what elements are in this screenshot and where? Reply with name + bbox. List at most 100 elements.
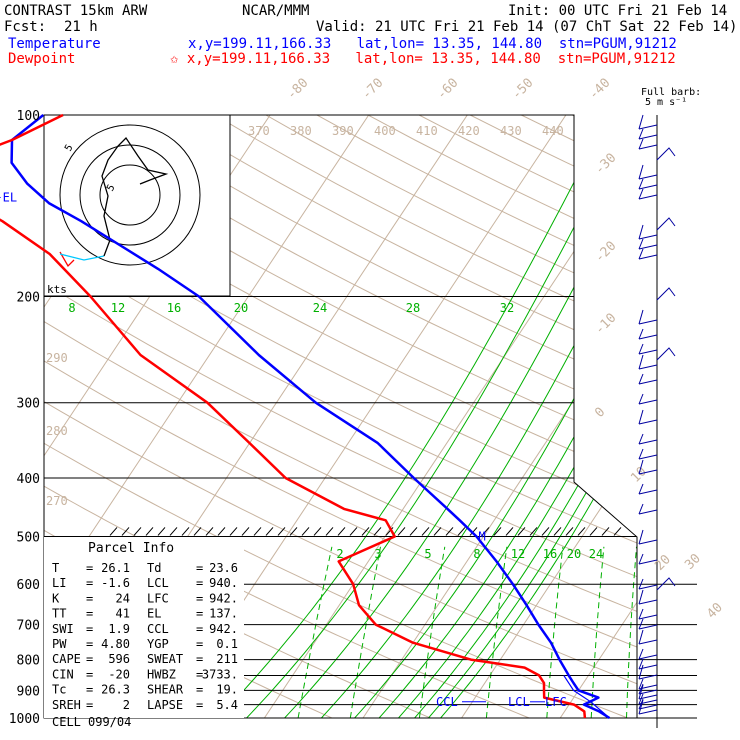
parcel-key: HWBZ [147, 667, 176, 681]
wind-barb [638, 704, 658, 710]
wind-barb [638, 709, 658, 715]
hatch-tick [205, 527, 214, 536]
wind-barb-flag [638, 328, 644, 340]
hatch-tick [265, 527, 274, 536]
hatch-tick [601, 527, 610, 536]
pressure-tick-label: 800 [17, 654, 40, 669]
parcel-value: 19. [216, 683, 238, 697]
lcl-label: LCL [508, 695, 530, 709]
wind-barb-flag [638, 503, 644, 515]
hatch-tick [301, 527, 310, 536]
el-label: EL [3, 190, 17, 204]
hatch-tick [589, 527, 598, 536]
parcel-value: 942. [209, 591, 238, 605]
temperature-tick-label: 10 [628, 464, 650, 486]
pressure-tick-label: 500 [17, 530, 40, 545]
wind-barb [638, 144, 658, 150]
pressure-tick-label: 900 [17, 684, 40, 699]
wind-barb-flag [638, 678, 644, 690]
parcel-eq: = [86, 561, 93, 575]
saturation-line [246, 162, 608, 718]
m-label: M [479, 529, 486, 543]
wind-barb-flag [638, 618, 644, 630]
wind-barb-flag [638, 248, 644, 260]
wind-barb [638, 319, 658, 325]
hatch-tick [397, 527, 406, 536]
isotherm-line [44, 115, 408, 718]
wind-barb [656, 287, 676, 301]
hatch-tick [469, 527, 478, 536]
parcel-value: -1.6 [101, 576, 130, 590]
parcel-key: LI [52, 576, 66, 590]
temperature-tick-label: 40 [704, 600, 726, 622]
wind-barb-flag [638, 589, 644, 605]
dry-adiabat-line [44, 115, 637, 718]
parcel-eq: = [196, 637, 203, 651]
hatch-tick [409, 527, 418, 536]
parcel-info-bg [44, 537, 244, 718]
temperature-tick-label: -70 [359, 76, 386, 103]
init-time: Init: 00 UTC Fri 21 Feb 14 [508, 3, 728, 19]
saturation-line [217, 162, 585, 718]
forecast-hour: 21 h [64, 19, 98, 35]
mixing-ratio-label: 12 [111, 301, 125, 315]
parcel-info-box: Parcel Info T = 26.1 Td = 23.6 LI = -1.6 LCL = 940. K… [44, 537, 244, 729]
parcel-value: 26.1 [101, 561, 130, 575]
parcel-value: 2 [123, 698, 130, 712]
wind-barb [638, 364, 658, 370]
mixing-ratio-line [590, 546, 605, 718]
wind-barb [638, 654, 658, 660]
wind-barb [638, 349, 658, 355]
wind-barb-flag [638, 114, 644, 130]
parcel-key: SREH [52, 698, 81, 712]
hatch-tick [217, 527, 226, 536]
wind-barb-flag [638, 693, 644, 705]
wind-barb-flag [638, 164, 644, 180]
hatch-tick [373, 527, 382, 536]
parcel-key: LFC [147, 591, 169, 605]
hodograph: 5 5 kts [43, 114, 231, 297]
isotherm-line [44, 115, 310, 718]
wind-barb-flag [638, 393, 644, 405]
wind-barb-flag [638, 188, 644, 200]
wind-barb-flag [638, 578, 644, 590]
mixing-ratio-label: 28 [406, 301, 420, 315]
mixing-ratio-label: 16 [543, 547, 557, 561]
wind-barb-flag [638, 178, 644, 190]
wind-barb-flag [638, 448, 644, 460]
parcel-eq: = [86, 622, 93, 636]
mixing-ratio-line [349, 546, 381, 718]
hodograph-ring-label: 5 [105, 183, 118, 194]
wind-barb [638, 584, 658, 590]
temperature-tick-label: -80 [284, 76, 311, 103]
wind-barb-flag [638, 459, 644, 475]
hodograph-box [43, 114, 231, 297]
model-title: CONTRAST 15km ARW [4, 3, 148, 19]
hatch-tick [481, 527, 490, 536]
hatch-tick [613, 527, 622, 536]
wind-barb-flag [638, 658, 644, 670]
mixing-ratio-lines [217, 162, 637, 718]
dewpoint-line [0, 113, 587, 719]
temperature-legend-info: x,y=199.11,166.33 lat,lon= 13.35, 144.80… [188, 36, 677, 52]
hatch-tick [361, 527, 370, 536]
pressure-tick-label: 400 [17, 472, 40, 487]
hatch-tick [421, 527, 430, 536]
wind-barb-flag [638, 684, 644, 700]
dry-adiabat-line [44, 115, 637, 718]
saturation-line [398, 162, 637, 718]
temperature-tick-label: -60 [434, 76, 461, 103]
theta-label: 370 [248, 124, 270, 138]
dry-adiabat-line [317, 115, 637, 718]
wind-barb [638, 439, 658, 445]
temperature-tick-label: -50 [509, 76, 536, 103]
mixing-ratio-label: 8 [68, 301, 75, 315]
parcel-eq: = [86, 683, 93, 697]
mixing-ratio-line [626, 546, 637, 718]
parcel-eq: = [196, 576, 203, 590]
parcel-value: 940. [209, 576, 238, 590]
theta-label: 400 [374, 124, 396, 138]
wind-barb [638, 174, 658, 180]
wind-barb [638, 334, 658, 340]
parcel-key: TT [52, 607, 66, 621]
